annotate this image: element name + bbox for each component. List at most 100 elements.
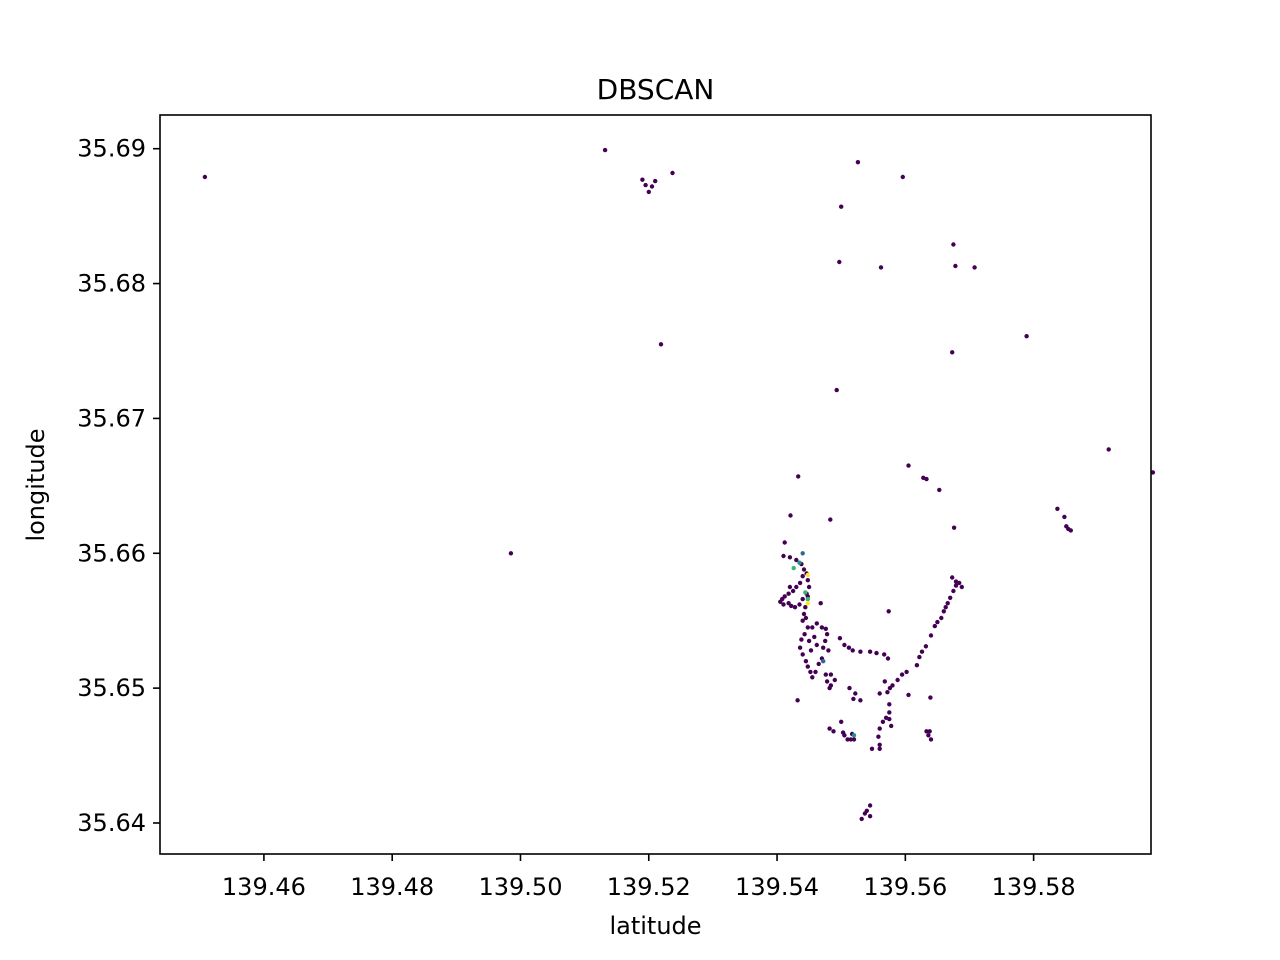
data-point: [906, 463, 911, 468]
data-point: [899, 672, 905, 677]
data-point: [805, 664, 810, 669]
data-point: [814, 621, 819, 626]
data-point: [928, 695, 933, 700]
data-point: [867, 649, 873, 654]
data-point: [927, 729, 932, 734]
data-point: [851, 733, 857, 738]
data-point: [937, 487, 942, 493]
data-point: [848, 737, 853, 742]
x-tick-label: 139.56: [863, 873, 947, 901]
data-point: [1150, 470, 1156, 475]
data-point: [924, 476, 929, 482]
data-point: [813, 669, 818, 675]
data-point: [792, 605, 798, 610]
data-point: [887, 716, 892, 722]
data-point: [851, 696, 856, 702]
data-point: [797, 580, 803, 586]
data-point: [953, 579, 959, 584]
data-point: [806, 638, 812, 644]
data-point: [1055, 506, 1060, 511]
data-point: [906, 692, 911, 698]
data-point: [923, 644, 929, 649]
data-point: [1106, 447, 1111, 452]
data-point: [795, 698, 800, 703]
data-point: [948, 595, 953, 600]
data-point: [882, 679, 887, 684]
data-point: [803, 590, 808, 595]
data-point: [819, 625, 825, 630]
data-point: [789, 603, 794, 609]
data-point: [880, 719, 886, 724]
data-point: [808, 669, 813, 675]
data-point: [801, 567, 807, 572]
data-point: [824, 632, 830, 637]
data-point: [900, 174, 905, 180]
y-tick-label: 35.69: [77, 135, 146, 163]
data-point: [796, 474, 801, 479]
data-point: [895, 677, 900, 683]
data-point: [818, 601, 823, 606]
data-point: [805, 596, 810, 602]
data-point: [853, 691, 858, 696]
y-tick-label: 35.67: [77, 404, 146, 432]
data-point: [643, 182, 648, 188]
data-point: [847, 685, 852, 691]
data-point: [889, 723, 894, 729]
data-point: [658, 342, 664, 347]
data-point: [797, 602, 802, 607]
chart-title: DBSCAN: [597, 73, 715, 106]
data-point: [824, 679, 830, 684]
x-tick-label: 139.58: [992, 873, 1076, 901]
data-point: [877, 742, 882, 747]
data-point: [919, 649, 925, 654]
data-point: [800, 551, 805, 556]
data-point: [823, 626, 828, 631]
data-point: [787, 555, 793, 560]
data-point: [885, 656, 891, 661]
data-point: [887, 710, 892, 715]
data-point: [846, 645, 852, 650]
data-point: [951, 525, 957, 530]
data-point: [877, 726, 882, 731]
data-point: [945, 601, 950, 606]
y-axis-label: longitude: [22, 428, 50, 541]
x-tick-label: 139.52: [607, 873, 691, 901]
data-point: [806, 584, 812, 590]
data-point: [810, 625, 815, 630]
data-point: [826, 648, 831, 653]
data-point: [943, 605, 948, 610]
data-point: [839, 719, 844, 724]
x-tick-label: 139.48: [350, 873, 434, 901]
data-point: [640, 177, 645, 182]
data-point: [924, 729, 929, 734]
data-point: [1062, 514, 1067, 520]
data-points: [202, 147, 1156, 822]
data-point: [808, 648, 814, 653]
data-point: [794, 557, 799, 563]
data-point: [951, 242, 956, 247]
data-point: [800, 574, 805, 579]
data-point: [799, 637, 804, 642]
data-point: [904, 669, 909, 675]
data-point: [797, 560, 802, 565]
data-point: [928, 737, 934, 742]
data-point: [932, 623, 937, 629]
data-point: [959, 584, 964, 590]
data-point: [790, 588, 796, 594]
data-point: [917, 654, 922, 660]
data-point: [877, 691, 882, 696]
data-point: [837, 636, 843, 641]
data-point: [800, 618, 805, 623]
data-point: [874, 650, 879, 656]
data-point: [797, 645, 803, 650]
data-point: [839, 204, 844, 209]
data-point: [953, 263, 958, 269]
plot-frame: [159, 114, 1152, 855]
data-point: [845, 737, 850, 742]
data-point: [781, 602, 786, 607]
data-point: [810, 675, 815, 680]
data-point: [950, 350, 955, 355]
data-point: [788, 513, 793, 518]
data-point: [814, 642, 819, 648]
